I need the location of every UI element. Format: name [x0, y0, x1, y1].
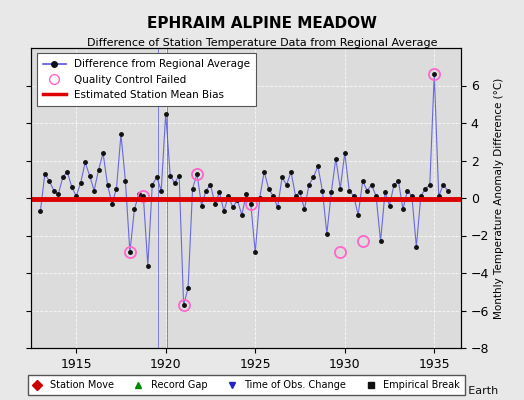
Legend: Station Move, Record Gap, Time of Obs. Change, Empirical Break: Station Move, Record Gap, Time of Obs. C… [28, 376, 465, 395]
Text: EPHRAIM ALPINE MEADOW: EPHRAIM ALPINE MEADOW [147, 16, 377, 31]
Text: Difference of Station Temperature Data from Regional Average: Difference of Station Temperature Data f… [87, 38, 437, 48]
Y-axis label: Monthly Temperature Anomaly Difference (°C): Monthly Temperature Anomaly Difference (… [494, 77, 504, 319]
Text: Berkeley Earth: Berkeley Earth [416, 386, 498, 396]
Legend: Difference from Regional Average, Quality Control Failed, Estimated Station Mean: Difference from Regional Average, Qualit… [37, 53, 256, 106]
